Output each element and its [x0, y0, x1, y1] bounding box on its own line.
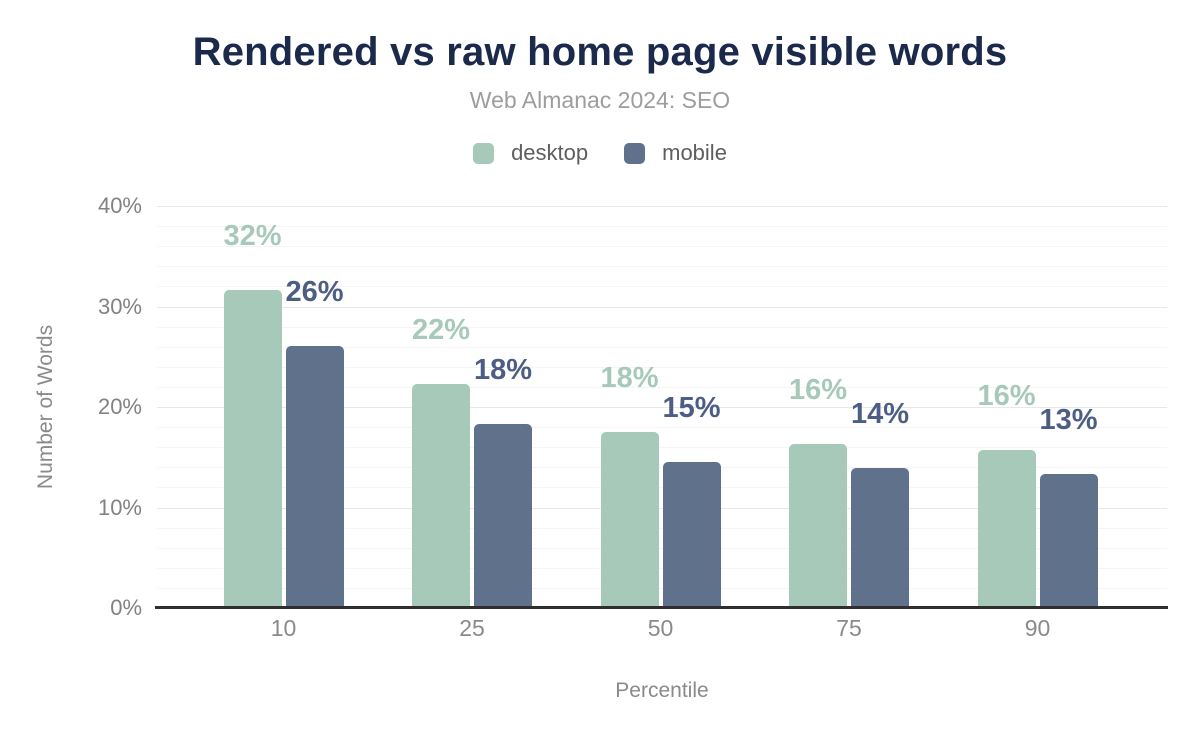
- gridline-minor: [157, 346, 1167, 348]
- gridline-minor: [157, 567, 1167, 569]
- bar-label-desktop-25: 22%: [411, 313, 471, 346]
- gridline-minor: [157, 467, 1167, 469]
- x-tick-label: 50: [647, 615, 674, 641]
- x-tick-label: 90: [1024, 615, 1051, 641]
- desktop-swatch-icon: [473, 142, 495, 164]
- gridline-minor: [157, 226, 1167, 228]
- gridline-minor: [157, 587, 1167, 589]
- bar-mobile-90[interactable]: [1039, 474, 1098, 608]
- gridline-minor: [157, 386, 1167, 388]
- chart-title: Rendered vs raw home page visible words: [192, 30, 1008, 74]
- bar-label-mobile-25: 18%: [473, 354, 533, 387]
- gridline-minor: [157, 447, 1167, 449]
- bar-label-desktop-50: 18%: [600, 362, 659, 395]
- y-tick-label: 30%: [97, 293, 142, 319]
- gridline-minor: [157, 286, 1167, 288]
- x-tick-label: 75: [836, 615, 862, 641]
- bar-label-mobile-50: 15%: [662, 392, 721, 425]
- bar-label-mobile-75: 14%: [850, 398, 910, 431]
- x-axis-line: [155, 606, 1168, 609]
- bar-mobile-10[interactable]: [285, 345, 344, 608]
- gridline-minor: [157, 487, 1167, 489]
- legend-label-desktop: desktop: [511, 140, 589, 165]
- bar-desktop-75[interactable]: [789, 444, 847, 608]
- bar-desktop-90[interactable]: [977, 450, 1036, 608]
- bar-desktop-25[interactable]: [412, 383, 470, 608]
- gridline-minor: [157, 547, 1167, 549]
- legend-item-mobile: mobile: [624, 140, 727, 166]
- bar-desktop-10[interactable]: [223, 290, 282, 608]
- legend: desktop mobile: [0, 140, 1200, 166]
- gridline-minor: [157, 427, 1167, 429]
- gridline-minor: [157, 366, 1167, 368]
- gridline-minor: [157, 527, 1167, 529]
- bar-mobile-75[interactable]: [851, 468, 909, 608]
- y-tick-label: 10%: [97, 494, 142, 520]
- x-tick-label: 10: [270, 615, 297, 641]
- gridline-major: [157, 206, 1167, 207]
- gridline-major: [157, 407, 1167, 408]
- gridline-minor: [157, 246, 1167, 248]
- bar-label-desktop-10: 32%: [223, 220, 282, 253]
- y-tick-label: 0%: [110, 595, 142, 620]
- legend-label-mobile: mobile: [662, 140, 727, 165]
- y-tick-label: 40%: [97, 193, 142, 218]
- y-tick-label: 20%: [97, 394, 142, 419]
- x-axis-title: Percentile: [615, 679, 709, 702]
- gridline-minor: [157, 326, 1167, 328]
- bar-mobile-50[interactable]: [662, 462, 721, 608]
- gridline-minor: [157, 266, 1167, 268]
- bar-label-mobile-10: 26%: [285, 275, 344, 308]
- x-tick-label: 25: [459, 615, 485, 641]
- chart-subtitle: Web Almanac 2024: SEO: [469, 87, 731, 113]
- bar-label-mobile-90: 13%: [1039, 404, 1098, 437]
- legend-item-desktop: desktop: [473, 140, 588, 166]
- bar-desktop-50[interactable]: [600, 432, 659, 608]
- mobile-swatch-icon: [624, 142, 646, 164]
- bar-label-desktop-75: 16%: [788, 374, 848, 407]
- gridline-major: [157, 507, 1167, 509]
- bar-mobile-25[interactable]: [474, 424, 532, 608]
- bar-label-desktop-90: 16%: [977, 380, 1036, 413]
- gridline-major: [157, 306, 1167, 308]
